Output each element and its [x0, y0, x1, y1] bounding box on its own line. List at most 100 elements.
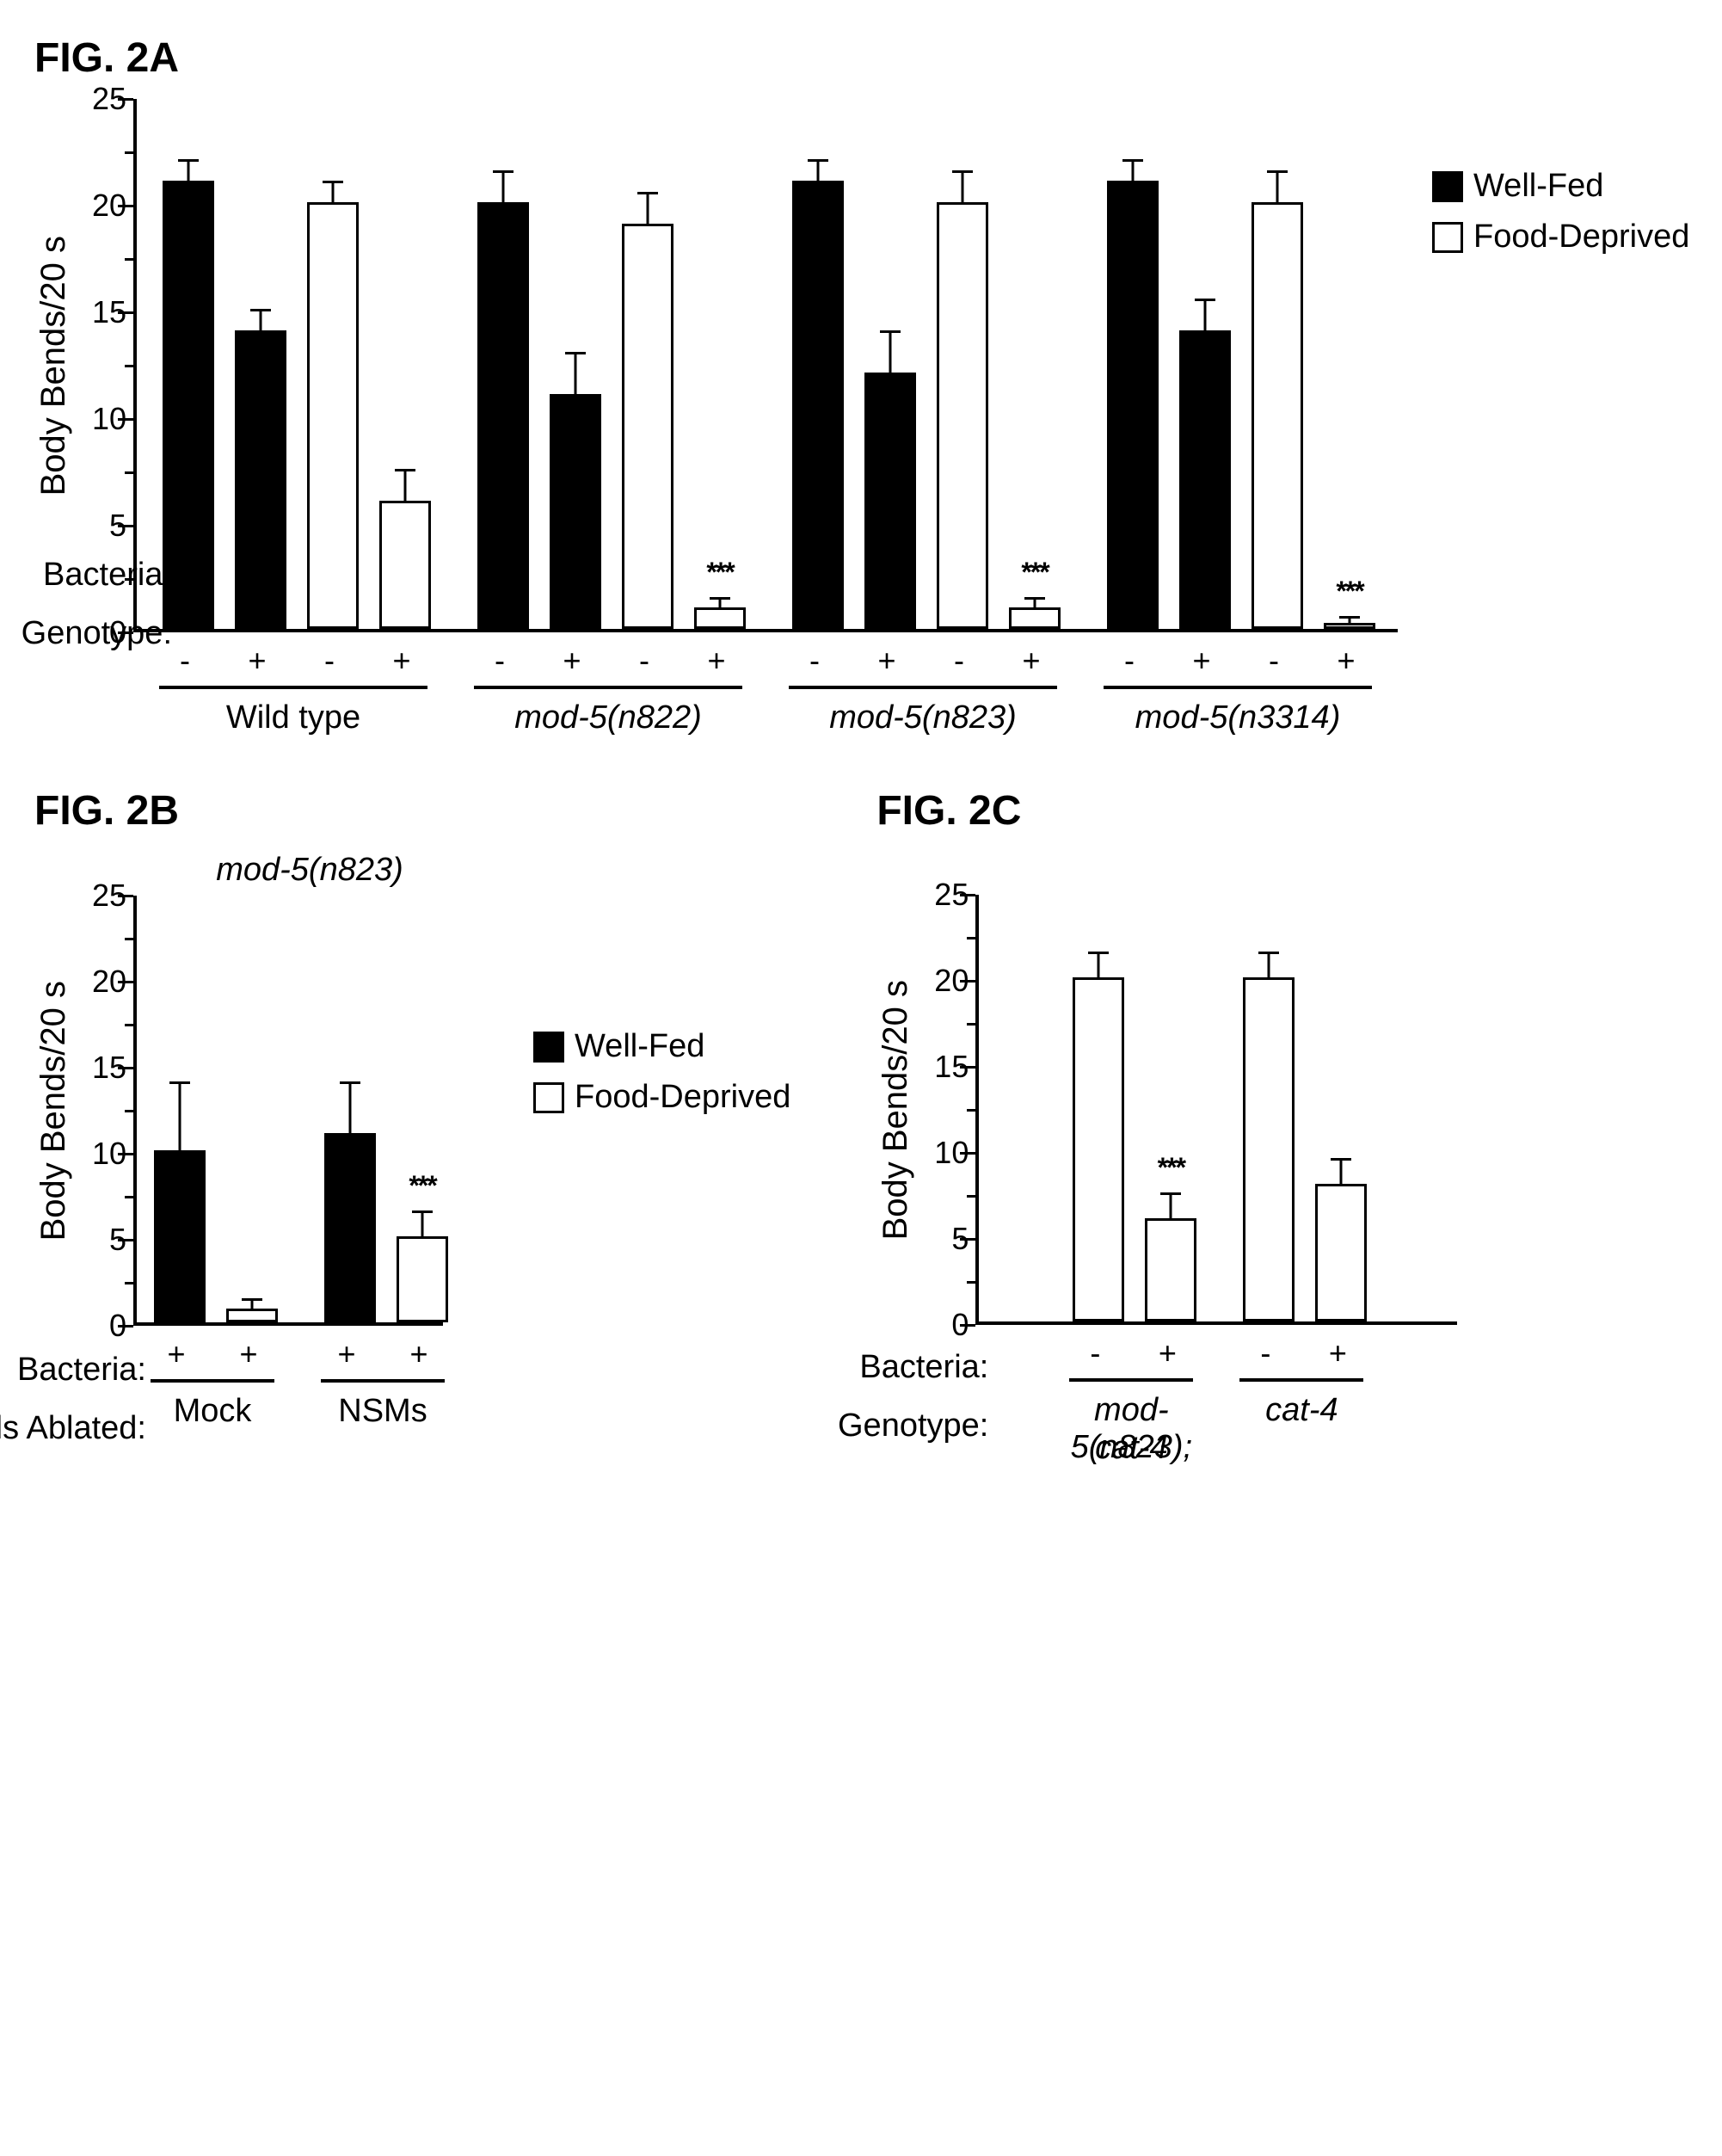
fig-2a-bacteria-row: -+-+-+-+-+-+-+-+	[133, 643, 1398, 686]
bar	[397, 1236, 448, 1322]
group-underline	[789, 686, 1057, 689]
fig-2a-ylabel: Body Bends/20 s	[34, 236, 73, 496]
group-label: cat-4	[1239, 1392, 1363, 1429]
bacteria-tick: +	[1333, 643, 1359, 679]
bacteria-tick: -	[1116, 643, 1142, 679]
fig-2a-rowlabel-bacteria: Bacteria:	[0, 557, 172, 594]
significance-marker: ***	[1145, 1152, 1196, 1184]
fig-2c-genotype-row: mod-5(n823);cat-4cat-4	[975, 1392, 1457, 1487]
bacteria-tick: -	[802, 643, 827, 679]
fig-2c-title: FIG. 2C	[876, 787, 1457, 835]
bar	[379, 501, 431, 629]
bar	[1252, 202, 1303, 629]
significance-marker: ***	[1324, 576, 1375, 607]
bacteria-tick: -	[946, 643, 972, 679]
bar	[864, 373, 916, 629]
legend-item: Well-Fed	[533, 1028, 790, 1065]
fig-2b-header: mod-5(n823)	[155, 852, 464, 889]
fig-2a-title: FIG. 2A	[34, 34, 1688, 82]
significance-marker: ***	[397, 1170, 448, 1202]
bacteria-tick: +	[1189, 643, 1215, 679]
group-underline	[1239, 1378, 1363, 1382]
bar	[226, 1309, 278, 1322]
bacteria-tick: +	[389, 643, 415, 679]
group-underline	[151, 1379, 274, 1383]
group-label: Mock	[151, 1393, 274, 1430]
legend-swatch	[533, 1082, 564, 1113]
fig-2c-rowlabel-genotype: Genotype:	[799, 1408, 988, 1445]
bacteria-tick: -	[172, 643, 198, 679]
bacteria-tick: +	[704, 643, 729, 679]
bacteria-tick: +	[1325, 1335, 1350, 1371]
bacteria-tick: +	[874, 643, 900, 679]
bacteria-tick: +	[244, 643, 270, 679]
fig-2b-group-lines	[133, 1379, 443, 1386]
legend-text: Food-Deprived	[1473, 219, 1689, 256]
fig-2c-group-lines	[975, 1378, 1457, 1385]
fig-2c: FIG. 2C Body Bends/20 s 0510152025 *** -…	[876, 787, 1457, 1487]
fig-2a: FIG. 2A Body Bends/20 s 0510152025 *****…	[34, 34, 1688, 650]
bacteria-tick: -	[487, 643, 513, 679]
bar	[1179, 330, 1231, 629]
bacteria-tick: -	[1082, 1335, 1108, 1371]
bacteria-tick: +	[236, 1336, 261, 1372]
bar	[307, 202, 359, 629]
fig-2c-ylabel: Body Bends/20 s	[876, 980, 915, 1240]
legend-swatch	[1432, 222, 1463, 253]
legend-text: Food-Deprived	[575, 1079, 790, 1116]
bar	[324, 1133, 376, 1322]
bar	[235, 330, 286, 629]
group-underline	[321, 1379, 445, 1383]
fig-2c-bacteria-row: - + - +	[975, 1335, 1457, 1378]
fig-2b-title: FIG. 2B	[34, 787, 464, 835]
fig-2bc-row: FIG. 2B mod-5(n823) Body Bends/20 s 0510…	[34, 787, 1688, 1487]
fig-2b-plot: ***	[133, 896, 443, 1326]
group-underline	[1069, 1378, 1193, 1382]
group-label: Wild type	[159, 699, 427, 736]
fig-2b-ablated-row: Mock NSMs	[133, 1393, 443, 1445]
bar	[937, 202, 988, 629]
fig-2b: FIG. 2B mod-5(n823) Body Bends/20 s 0510…	[34, 787, 464, 1445]
fig-2c-plot: ***	[975, 895, 1457, 1325]
group-label: NSMs	[321, 1393, 445, 1430]
bacteria-tick: -	[1261, 643, 1287, 679]
bar	[154, 1150, 206, 1322]
legend-text: Well-Fed	[575, 1028, 704, 1065]
bacteria-tick: -	[631, 643, 657, 679]
fig-2c-rowlabel-bacteria: Bacteria:	[799, 1349, 988, 1386]
bar	[694, 607, 746, 629]
bar	[550, 394, 601, 629]
bacteria-tick: +	[334, 1336, 360, 1372]
bar	[1315, 1184, 1367, 1321]
fig-2b-bacteria-row: + + + +	[133, 1336, 443, 1379]
bacteria-tick: +	[406, 1336, 432, 1372]
significance-marker: ***	[694, 557, 746, 588]
fig-2a-legend: Well-Fed Food-Deprived	[1432, 168, 1689, 256]
fig-2b-ylabel: Body Bends/20 s	[34, 981, 73, 1241]
fig-2b-rowlabel-bacteria: Bacteria:	[0, 1352, 146, 1389]
group-underline	[159, 686, 427, 689]
group-label-line2: cat-4	[1069, 1430, 1193, 1467]
bacteria-tick: -	[1252, 1335, 1278, 1371]
significance-marker: ***	[1009, 557, 1061, 588]
group-label: mod-5(n823)	[789, 699, 1057, 736]
bacteria-tick: +	[163, 1336, 189, 1372]
legend-item: Well-Fed	[1432, 168, 1689, 205]
legend-item: Food-Deprived	[533, 1079, 790, 1116]
bacteria-tick: +	[1154, 1335, 1180, 1371]
legend-swatch	[533, 1032, 564, 1063]
fig-2a-rowlabel-genotype: Genotype:	[0, 615, 172, 652]
bacteria-tick: -	[317, 643, 342, 679]
legend-swatch	[1432, 171, 1463, 202]
fig-2a-genotype-row: Wild typemod-5(n822)mod-5(n823)mod-5(n33…	[133, 699, 1398, 751]
shared-legend: Well-Fed Food-Deprived	[533, 1028, 790, 1116]
bar	[1145, 1218, 1196, 1321]
legend-text: Well-Fed	[1473, 168, 1603, 205]
bar	[622, 224, 673, 629]
legend-item: Food-Deprived	[1432, 219, 1689, 256]
bar	[1243, 977, 1295, 1321]
group-underline	[474, 686, 742, 689]
group-label: mod-5(n822)	[474, 699, 742, 736]
bar	[1107, 181, 1159, 629]
group-underline	[1104, 686, 1372, 689]
